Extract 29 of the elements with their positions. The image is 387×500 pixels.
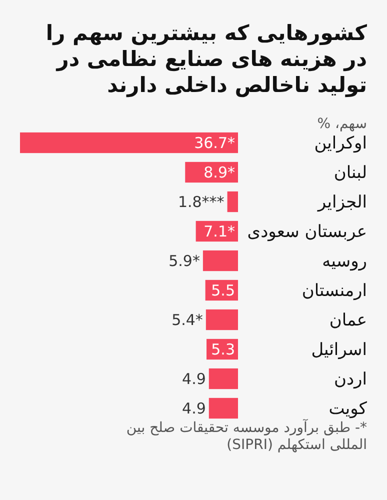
y-tick-label: عربستان سعودی — [247, 222, 367, 242]
y-tick-label: کویت — [328, 399, 368, 420]
bar — [202, 250, 238, 272]
data-label: 1.8*** — [178, 193, 225, 211]
chart-title: کشورهایی که بیشترین سهم را در هزینه های صنایع نظامی در تولید ناخالص داخلی دارند — [46, 21, 368, 98]
data-label: 7.1* — [204, 222, 236, 240]
y-tick-label: اردن — [334, 370, 367, 390]
y-tick-label: عمان — [329, 310, 367, 331]
y-tick-label: لبنان — [334, 163, 367, 184]
text: سهم، % — [317, 116, 367, 132]
annotation: *- طبق برآورد موسسه تحقیقات صلح بین المللی استکهلم (SIPRI) — [126, 418, 367, 453]
bar — [208, 398, 238, 419]
y-tick-label: الجزایر — [316, 192, 367, 213]
y-tick-label: اوکراین — [314, 134, 367, 154]
data-label: 8.9* — [204, 164, 236, 182]
bar — [208, 368, 238, 390]
y-tick-label: ارمنستان — [302, 281, 367, 302]
bar — [20, 132, 238, 154]
bar — [206, 309, 238, 330]
data-label: 5.5 — [211, 282, 235, 300]
data-label: 4.9 — [182, 400, 206, 418]
y-tick-label: اسرائیل — [311, 340, 367, 360]
data-label: 4.9 — [182, 370, 206, 388]
data-label: 36.7* — [194, 134, 236, 152]
y-tick-label: روسیه — [322, 252, 367, 272]
data-label: 5.9* — [168, 252, 200, 270]
bar — [227, 191, 238, 212]
data-label: 5.3 — [211, 340, 235, 358]
data-label: 5.4* — [172, 311, 204, 329]
